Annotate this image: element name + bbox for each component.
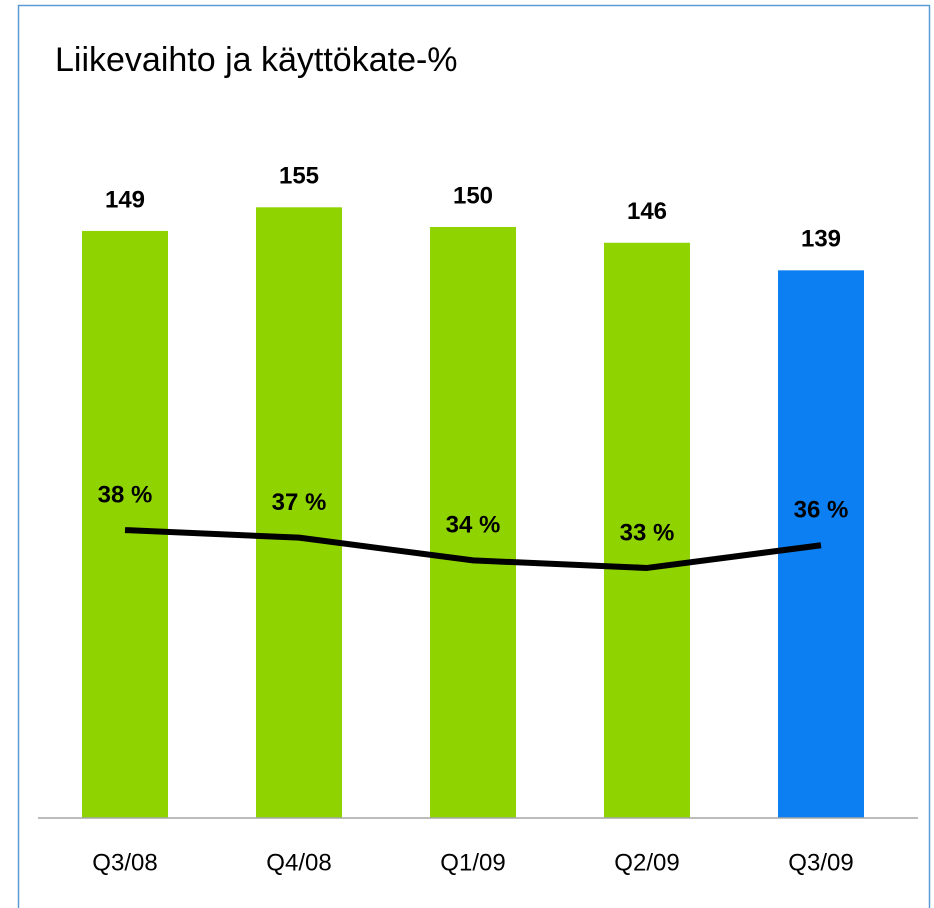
bar-value-label: 150 — [453, 182, 493, 209]
x-tick-label: Q3/08 — [92, 849, 157, 876]
bar — [430, 227, 516, 818]
chart-title: Liikevaihto ja käyttökate-% — [55, 41, 458, 79]
bar-value-label: 139 — [801, 226, 841, 253]
x-tick-label: Q3/09 — [788, 849, 853, 876]
x-tick-label: Q4/08 — [266, 849, 331, 876]
bar-value-label: 146 — [627, 198, 667, 225]
bar-value-label: 155 — [279, 163, 319, 190]
bar — [778, 270, 864, 819]
line-value-label: 37 % — [272, 489, 327, 516]
line-value-label: 38 % — [98, 481, 153, 508]
line-value-label: 36 % — [794, 497, 849, 524]
bar — [604, 242, 690, 818]
x-tick-label: Q1/09 — [440, 849, 505, 876]
line — [124, 527, 822, 571]
line-value-label: 34 % — [446, 512, 501, 539]
x-tick-label: Q2/09 — [614, 849, 679, 876]
line-value-label: 33 % — [620, 519, 675, 546]
bar — [82, 230, 168, 818]
frame — [17, 4, 931, 908]
bar-value-label: 149 — [105, 186, 145, 213]
bar — [256, 207, 342, 819]
